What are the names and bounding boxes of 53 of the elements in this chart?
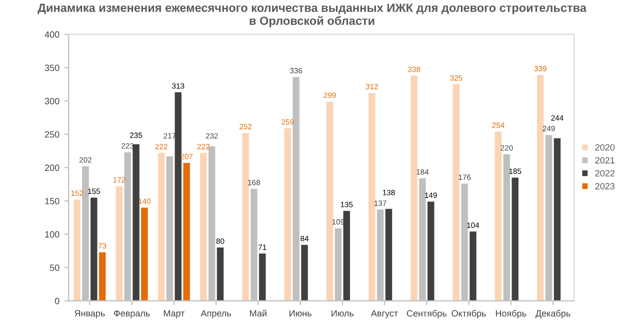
bar [141,208,148,301]
y-tick-label: 0 [54,298,60,304]
bar [537,74,544,301]
x-tick-label: Ноябрь [496,310,526,318]
x-tick-label: Февраль [114,310,150,318]
x-tick-label: Май [250,310,266,316]
bar [158,152,165,301]
legend-label: 2020 [595,144,615,151]
bar [98,252,106,301]
bar [90,198,98,301]
bar [326,102,334,301]
bar [259,254,266,301]
y-tick-label: 50 [50,264,60,271]
legend-label: 2022 [595,170,614,176]
legend-label: 2021 [595,157,614,164]
bar [452,84,460,301]
bar [216,248,224,301]
y-tick-label: 300 [44,98,60,104]
legend-label: 2023 [595,183,615,190]
x-tick-label: Август [370,310,398,318]
y-tick-label: 100 [45,231,60,238]
bar [428,202,434,301]
x-tick-label: Апрель [200,310,231,318]
x-tick-label: Июль [332,310,354,316]
bar [301,244,308,301]
bar [242,132,249,301]
y-tick-label: 350 [44,64,60,72]
bar [385,208,392,301]
bar [183,162,190,301]
y-tick-label: 400 [44,31,60,38]
bar [512,178,518,301]
bar [116,186,123,301]
bar [200,152,207,301]
x-tick-label: Сентябрь [406,310,447,318]
bar [494,132,502,301]
bar [174,92,182,301]
y-tick-label: 200 [45,164,60,171]
bar [554,138,561,301]
bar [132,144,140,301]
bar [368,92,376,301]
y-tick-label: 250 [45,131,60,138]
bar [284,128,292,301]
bar [410,76,418,301]
x-tick-label: Январь [74,310,105,318]
x-tick-label: Июнь [290,310,312,316]
bar [343,210,350,301]
y-tick-label: 150 [45,198,60,204]
x-tick-label: Март [164,310,185,318]
bar [74,200,80,301]
chart-title: Динамика изменения ежемесячного количества выданных ИЖК для долевого строительства в Орловской области [38,4,587,28]
bar [470,232,476,301]
x-tick-label: Октябрь [452,310,486,318]
x-tick-label: Декабрь [535,310,570,318]
